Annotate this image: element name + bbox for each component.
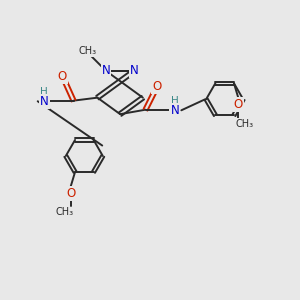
Text: CH₃: CH₃ xyxy=(56,207,74,217)
Text: N: N xyxy=(170,104,179,117)
Text: O: O xyxy=(66,187,75,200)
Text: H: H xyxy=(40,87,48,97)
Text: H: H xyxy=(171,96,179,106)
Text: N: N xyxy=(130,64,139,77)
Text: CH₃: CH₃ xyxy=(79,46,97,56)
Text: CH₃: CH₃ xyxy=(235,118,254,128)
Text: O: O xyxy=(234,98,243,111)
Text: O: O xyxy=(152,80,161,93)
Text: N: N xyxy=(40,95,49,108)
Text: N: N xyxy=(102,64,110,77)
Text: O: O xyxy=(58,70,67,83)
